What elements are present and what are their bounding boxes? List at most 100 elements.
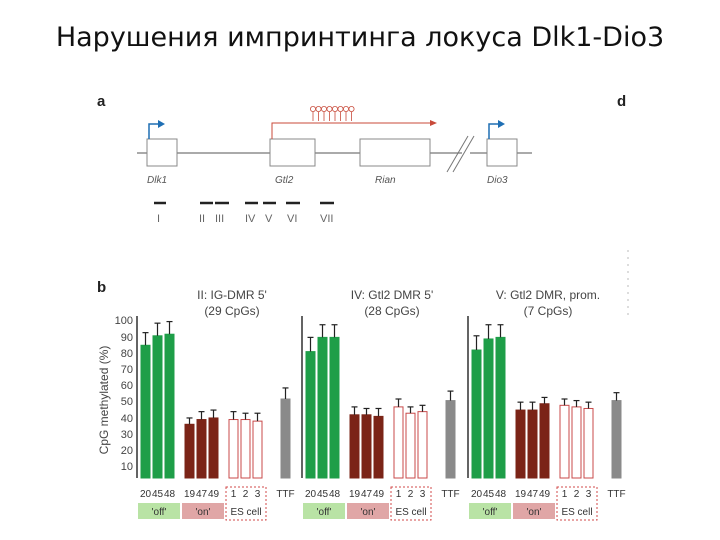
lollipop-head bbox=[320, 106, 327, 113]
y-axis-ticks: 100 90 80 70 60 50 40 30 20 10 bbox=[115, 315, 133, 473]
x-tick-label: 20 bbox=[471, 489, 483, 500]
bar bbox=[240, 419, 251, 479]
x-tick-label: 47 bbox=[527, 489, 539, 500]
bar bbox=[317, 336, 328, 479]
arrow-head-icon bbox=[430, 120, 437, 126]
region-label-vi: VI bbox=[287, 213, 297, 225]
bar bbox=[208, 417, 219, 479]
x-tick-label: 48 bbox=[164, 489, 176, 500]
x-tick-label: 20 bbox=[140, 489, 152, 500]
chart-panel-3: V: Gtl2 DMR, prom. (7 CpGs) 'off' 'on' ES ce… bbox=[467, 288, 626, 521]
group-bg-on bbox=[182, 503, 224, 519]
region-label-i: I bbox=[157, 213, 160, 225]
lollipop-head bbox=[348, 106, 355, 113]
group-label: 'off' bbox=[152, 507, 167, 518]
gene-box-rian bbox=[359, 138, 431, 167]
lollipop-head bbox=[342, 106, 349, 113]
x-tick-label: 19 bbox=[349, 489, 361, 500]
x-tick-label: 2 bbox=[408, 489, 414, 500]
gene-box-dlk1 bbox=[146, 138, 178, 167]
bar bbox=[329, 336, 340, 479]
y-tick: 10 bbox=[121, 461, 133, 473]
chart-subtitle: (7 CpGs) bbox=[524, 304, 573, 318]
x-tick-label: 49 bbox=[208, 489, 220, 500]
region-label-iv: IV bbox=[245, 213, 256, 225]
region-label-v: V bbox=[265, 213, 273, 225]
y-tick: 90 bbox=[121, 332, 133, 344]
bar bbox=[611, 400, 622, 479]
x-tick-label: 20 bbox=[305, 489, 317, 500]
bar bbox=[405, 412, 416, 479]
bar bbox=[559, 404, 570, 479]
bar bbox=[228, 419, 239, 479]
bar bbox=[184, 423, 195, 479]
x-tick-label: 3 bbox=[420, 489, 426, 500]
chart-panel-1: II: IG-DMR 5' (29 CpGs) 'off' 'on' ES cell 20… bbox=[136, 288, 295, 521]
chart-subtitle: (28 CpGs) bbox=[364, 304, 419, 318]
group-label: 'on' bbox=[196, 507, 211, 518]
x-tick-label: 45 bbox=[317, 489, 329, 500]
group-label: 'off' bbox=[317, 507, 332, 518]
x-tick-label: 1 bbox=[231, 489, 237, 500]
region-label-vii: VII bbox=[320, 213, 333, 225]
bar bbox=[571, 406, 582, 479]
group-bg-on bbox=[513, 503, 555, 519]
locus-diagram: Dlk1 Gtl2 Rian Dio3 bbox=[137, 106, 532, 186]
bar bbox=[393, 406, 404, 479]
bar bbox=[583, 407, 594, 479]
gene-box-gtl2 bbox=[269, 138, 316, 167]
panel-a-letter: a bbox=[97, 93, 106, 110]
lollipop-head bbox=[337, 106, 344, 113]
group-label: 'on' bbox=[527, 507, 542, 518]
dlk1-promoter-arrow bbox=[148, 123, 160, 139]
slide-title: Нарушения импринтинга локуса Dlk1-Dio3 bbox=[55, 22, 665, 53]
group-label: ES cell bbox=[395, 507, 426, 518]
chart-subtitle: (29 CpGs) bbox=[204, 304, 259, 318]
group-label: ES cell bbox=[230, 507, 261, 518]
bar bbox=[361, 414, 372, 479]
chart-title: II: IG-DMR 5' bbox=[197, 288, 267, 302]
group-bg-on bbox=[347, 503, 389, 519]
bar bbox=[349, 414, 360, 479]
y-tick: 30 bbox=[121, 429, 133, 441]
group-label: 'off' bbox=[483, 507, 498, 518]
x-tick-label: 2 bbox=[243, 489, 249, 500]
bar bbox=[280, 398, 291, 479]
x-tick-label: 3 bbox=[255, 489, 261, 500]
break-mark bbox=[452, 135, 475, 173]
break-mark bbox=[446, 135, 469, 173]
dio3-promoter-arrow bbox=[488, 123, 500, 139]
gene-box-dio3 bbox=[486, 138, 518, 167]
chart-title: IV: Gtl2 DMR 5' bbox=[351, 288, 434, 302]
gene-label-dio3: Dio3 bbox=[487, 175, 508, 186]
bar bbox=[140, 344, 151, 479]
x-tick-label: 45 bbox=[152, 489, 164, 500]
x-tick-label: 1 bbox=[396, 489, 402, 500]
group-label: ES cell bbox=[561, 507, 592, 518]
y-tick: 20 bbox=[121, 445, 133, 457]
bar bbox=[445, 400, 456, 479]
x-tick-label: 47 bbox=[361, 489, 373, 500]
group-label: 'on' bbox=[361, 507, 376, 518]
x-tick-label: 49 bbox=[373, 489, 385, 500]
panel-d-letter: d bbox=[617, 93, 626, 110]
lollipop-head bbox=[331, 106, 338, 113]
x-tick-label: 2 bbox=[574, 489, 580, 500]
bar bbox=[483, 338, 494, 479]
x-tick-label: 48 bbox=[329, 489, 341, 500]
x-tick-label: TTF bbox=[607, 489, 625, 500]
bar bbox=[527, 409, 538, 479]
y-tick: 80 bbox=[121, 348, 133, 360]
bar bbox=[252, 420, 263, 479]
bar bbox=[515, 409, 526, 479]
bar bbox=[495, 336, 506, 479]
x-tick-label: 1 bbox=[562, 489, 568, 500]
arrow-head-icon bbox=[158, 120, 165, 128]
bar bbox=[152, 335, 163, 479]
group-bg-off bbox=[469, 503, 511, 519]
x-tick-label: 47 bbox=[196, 489, 208, 500]
bar bbox=[539, 403, 550, 479]
x-tick-label: 48 bbox=[495, 489, 507, 500]
y-tick: 100 bbox=[115, 315, 133, 327]
